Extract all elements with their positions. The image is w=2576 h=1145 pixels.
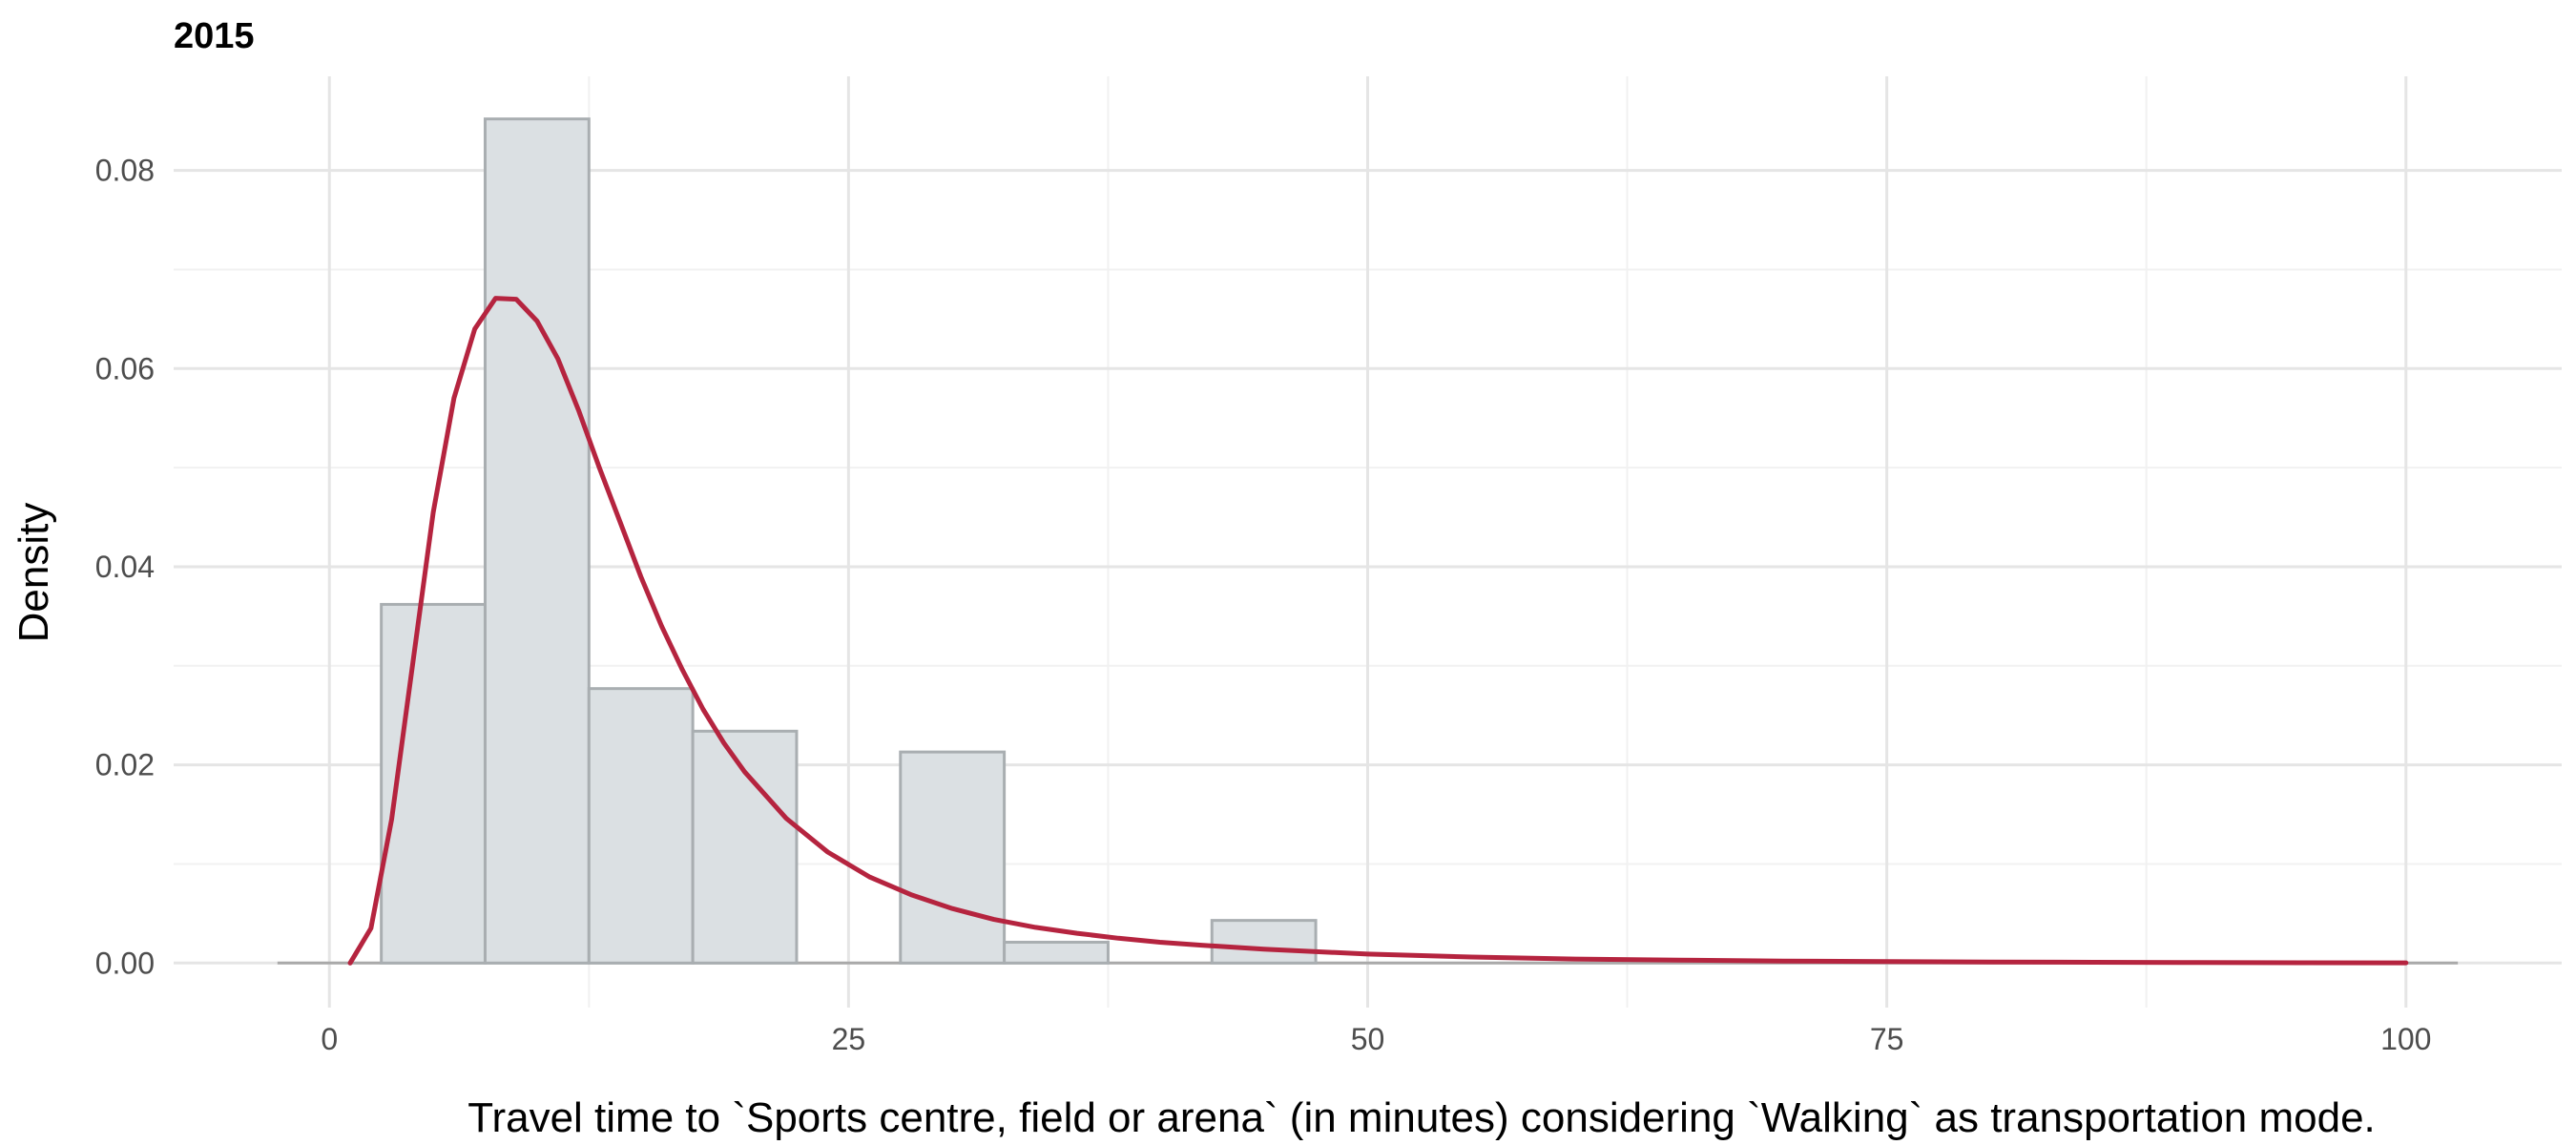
y-tick-label: 0.08 [95, 154, 155, 188]
x-axis-ticks: 0 25 50 75 100 [321, 1022, 2431, 1056]
y-axis-title: Density [10, 503, 57, 643]
x-tick-label: 75 [1870, 1022, 1904, 1056]
histogram-bar [587, 687, 695, 965]
density-curve-layer [347, 296, 2409, 966]
density-curve [347, 296, 2409, 966]
y-axis-ticks: 0.00 0.02 0.04 0.06 0.08 [95, 154, 155, 981]
histogram-bar [1210, 919, 1318, 965]
chart-title: 2015 [174, 16, 255, 56]
histogram-bar [1003, 940, 1110, 965]
histogram-bar [899, 750, 1007, 965]
x-axis-title: Travel time to `Sports centre, field or … [467, 1094, 2376, 1141]
y-tick-label: 0.04 [95, 550, 155, 584]
x-tick-label: 100 [2380, 1022, 2431, 1056]
x-tick-label: 50 [1351, 1022, 1385, 1056]
histogram-bars [380, 117, 1318, 965]
x-tick-label: 0 [321, 1022, 338, 1056]
histogram-bar [691, 729, 799, 965]
y-tick-label: 0.02 [95, 748, 155, 782]
histogram-bar [483, 117, 591, 965]
x-tick-label: 25 [832, 1022, 866, 1056]
y-tick-label: 0.06 [95, 351, 155, 385]
y-tick-label: 0.00 [95, 946, 155, 980]
